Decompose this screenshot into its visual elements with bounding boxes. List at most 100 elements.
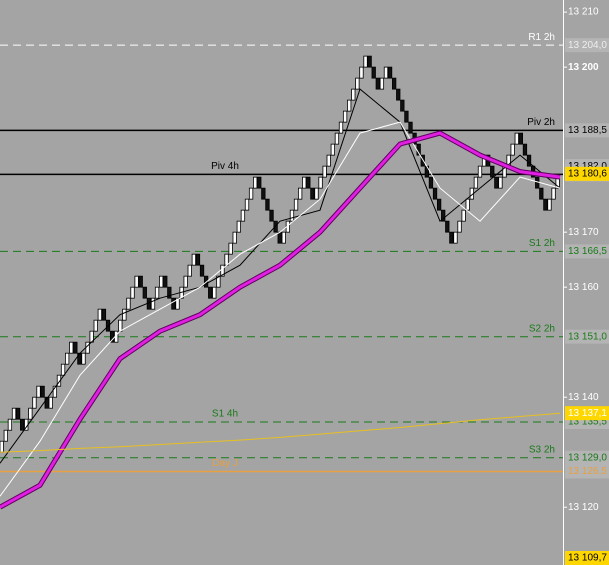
renko-brick (441, 209, 446, 222)
ma-line (0, 121, 561, 497)
renko-brick (293, 198, 299, 211)
renko-brick (130, 286, 135, 299)
renko-brick (60, 363, 66, 376)
level-name: S1 2h (529, 238, 555, 249)
renko-brick (244, 198, 250, 211)
renko-brick (322, 165, 327, 178)
renko-brick (261, 187, 266, 200)
renko-brick (432, 187, 438, 200)
level-label-box (565, 464, 609, 479)
renko-brick (224, 253, 229, 266)
renko-brick (396, 88, 401, 101)
level-label: 13 204,0 (568, 40, 607, 51)
renko-brick (175, 297, 180, 310)
level-label: 13 126,5 (568, 466, 607, 477)
renko-brick (44, 396, 49, 409)
renko-brick (367, 55, 372, 68)
price-label: 13 182,0 (568, 161, 607, 172)
renko-brick (208, 286, 213, 299)
renko-brick (306, 176, 311, 189)
level-label-box (565, 38, 609, 53)
renko-brick (351, 88, 356, 101)
renko-brick (167, 286, 172, 299)
renko-brick (359, 66, 364, 79)
renko-brick (183, 275, 188, 288)
renko-brick (97, 308, 102, 321)
renko-brick (338, 121, 344, 134)
renko-brick (81, 352, 86, 365)
renko-brick (314, 187, 319, 200)
renko-brick (265, 198, 270, 211)
y-tick-label: 13 160 (568, 282, 599, 293)
renko-brick (277, 231, 282, 244)
y-tick-label: 13 200 (568, 62, 599, 73)
renko-brick (518, 132, 524, 145)
level-label-box (565, 244, 609, 259)
level-label: 13 188,5 (568, 125, 607, 136)
renko-brick (191, 253, 197, 266)
renko-brick (355, 77, 360, 90)
renko-brick (187, 264, 192, 277)
renko-brick (93, 319, 98, 332)
renko-brick (473, 176, 479, 189)
price-label: 13 180,6 (568, 168, 607, 179)
renko-brick (522, 143, 528, 156)
level-label: 13 129,0 (568, 452, 607, 463)
renko-brick (109, 330, 115, 343)
renko-brick (118, 319, 123, 332)
renko-brick (15, 407, 21, 420)
renko-brick (253, 176, 258, 189)
renko-brick (510, 143, 515, 156)
renko-brick (232, 231, 237, 244)
y-tick-label: 13 210 (568, 7, 599, 18)
level-label: 13 166,5 (568, 246, 607, 257)
renko-brick (163, 275, 168, 288)
ma-line (0, 131, 561, 509)
renko-brick (122, 308, 127, 321)
y-tick-label: 13 170 (568, 227, 599, 238)
renko-brick (52, 385, 58, 398)
renko-brick (7, 418, 13, 431)
renko-brick (20, 418, 25, 431)
price-label: 13 137,1 (568, 408, 607, 419)
renko-brick (150, 297, 156, 310)
level-name: Piv 2h (527, 117, 555, 128)
renko-brick (461, 209, 466, 222)
renko-brick (539, 187, 544, 200)
renko-brick (36, 385, 41, 398)
renko-brick (543, 198, 548, 211)
renko-brick (297, 187, 303, 200)
renko-brick (28, 407, 33, 420)
renko-brick (449, 231, 454, 244)
renko-brick (216, 275, 221, 288)
price-label-box (565, 166, 609, 181)
renko-brick (465, 198, 470, 211)
renko-brick (32, 396, 37, 409)
renko-brick (65, 352, 70, 365)
renko-brick (494, 176, 499, 189)
level-name: S2 2h (529, 323, 555, 334)
renko-brick (551, 187, 556, 200)
renko-brick (195, 253, 201, 266)
renko-brick (371, 66, 376, 79)
renko-brick (240, 209, 246, 222)
renko-brick (498, 176, 503, 189)
level-name: S3 2h (529, 444, 555, 455)
renko-brick (318, 176, 323, 189)
renko-brick (73, 341, 78, 354)
renko-brick (420, 154, 425, 167)
y-tick-label: 13 120 (568, 502, 599, 513)
renko-brick (289, 209, 295, 222)
renko-brick (330, 143, 335, 156)
renko-brick (363, 55, 368, 68)
renko-brick (281, 231, 286, 244)
renko-brick (101, 308, 107, 321)
renko-brick (379, 77, 385, 90)
renko-brick (199, 264, 205, 277)
renko-brick (269, 209, 274, 222)
price-label: 13 109,7 (568, 553, 607, 564)
level-label: 13 135,5 (568, 417, 607, 428)
renko-brick (48, 396, 53, 409)
